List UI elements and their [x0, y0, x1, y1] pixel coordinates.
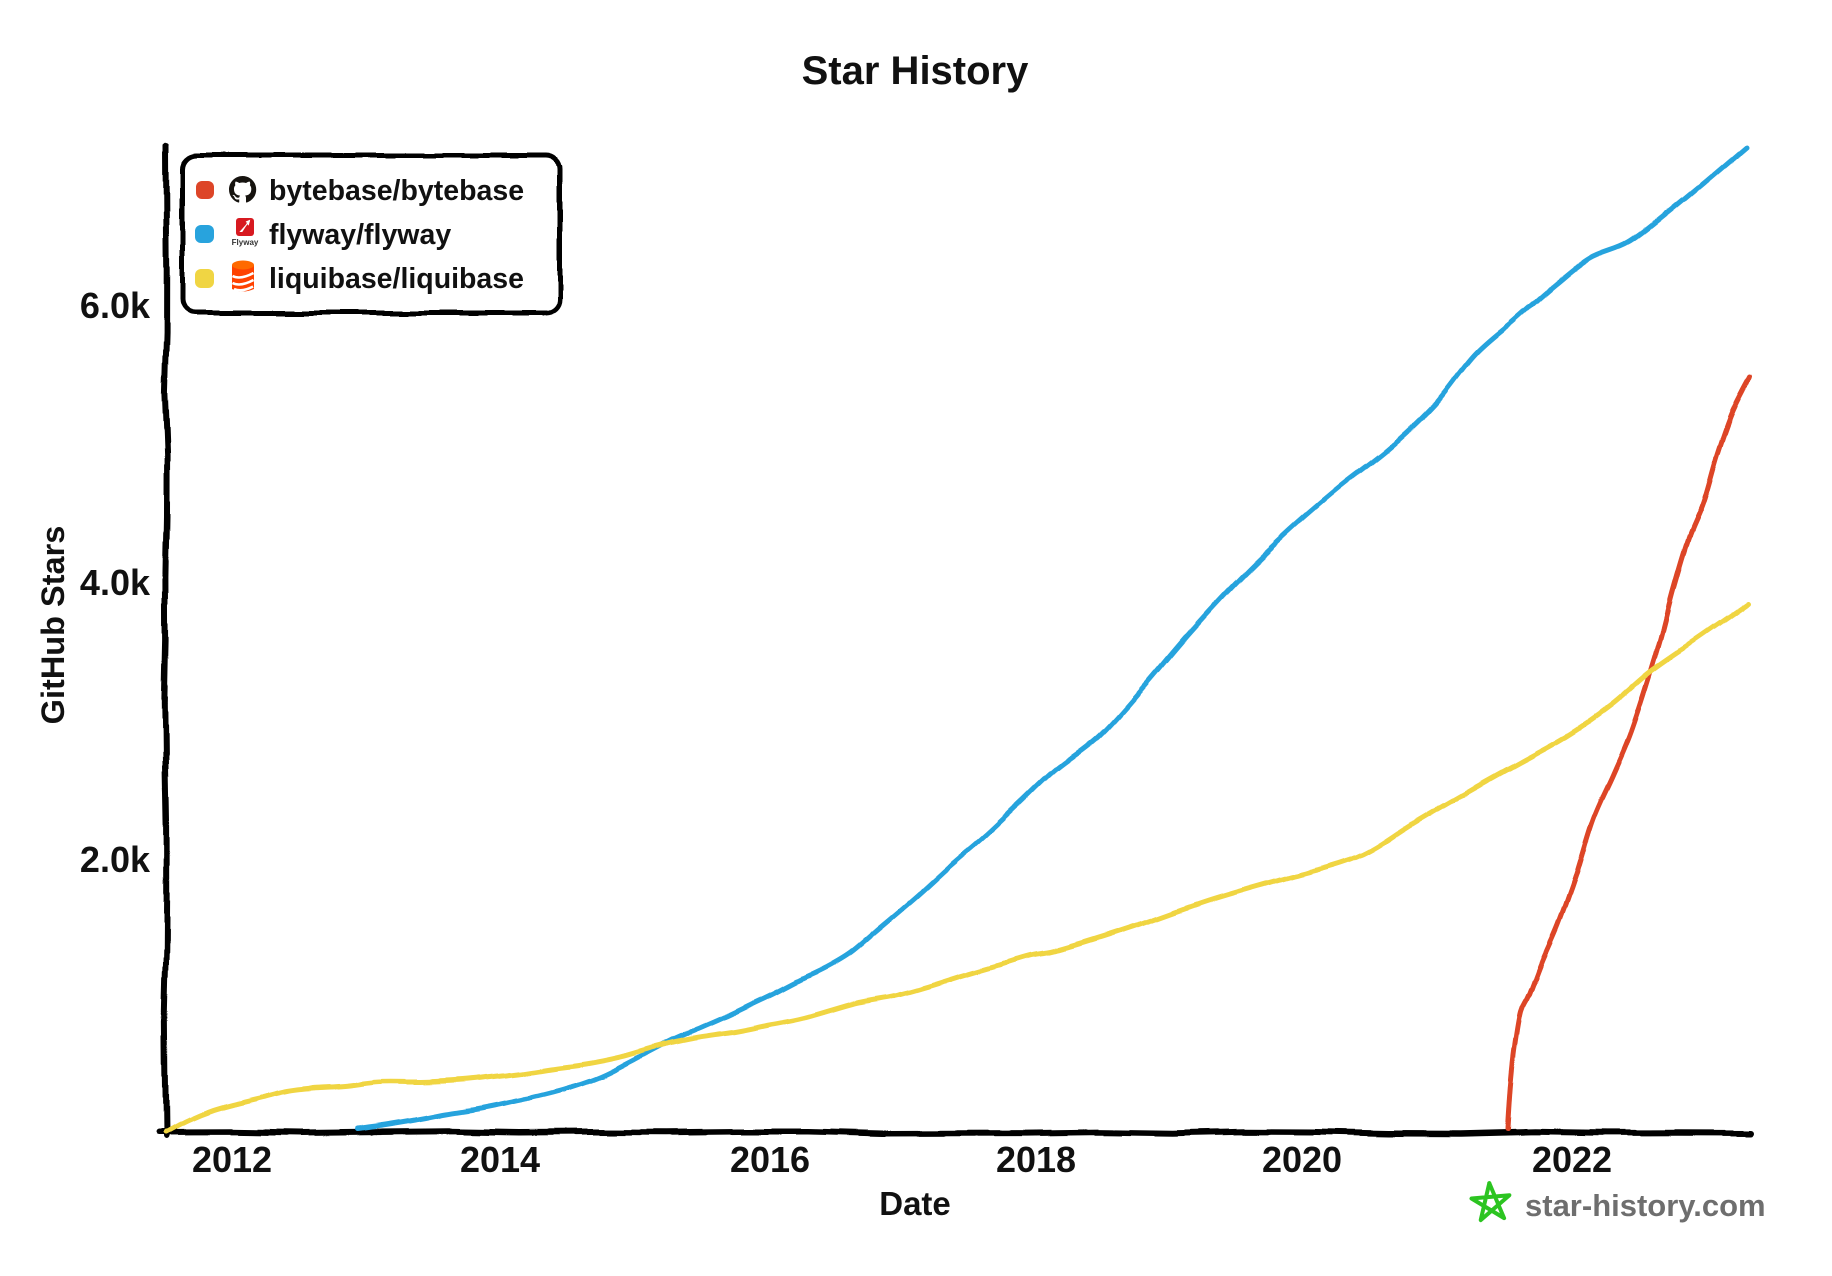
svg-text:bytebase/bytebase: bytebase/bytebase: [269, 175, 524, 207]
svg-text:6.0k: 6.0k: [80, 285, 151, 326]
svg-text:Flyway: Flyway: [232, 238, 259, 247]
svg-text:GitHub Stars: GitHub Stars: [35, 526, 71, 725]
svg-text:liquibase/liquibase: liquibase/liquibase: [269, 263, 524, 295]
svg-text:2018: 2018: [996, 1139, 1076, 1180]
svg-text:2020: 2020: [1262, 1139, 1342, 1180]
svg-text:flyway/flyway: flyway/flyway: [269, 219, 451, 251]
svg-text:Date: Date: [879, 1185, 951, 1222]
svg-text:2014: 2014: [460, 1139, 540, 1180]
svg-text:star-history.com: star-history.com: [1525, 1188, 1766, 1223]
svg-text:4.0k: 4.0k: [80, 562, 151, 603]
svg-text:2022: 2022: [1532, 1139, 1612, 1180]
svg-text:2.0k: 2.0k: [80, 839, 151, 880]
svg-text:2016: 2016: [730, 1139, 810, 1180]
svg-text:2012: 2012: [192, 1139, 272, 1180]
svg-text:Star History: Star History: [802, 49, 1029, 93]
